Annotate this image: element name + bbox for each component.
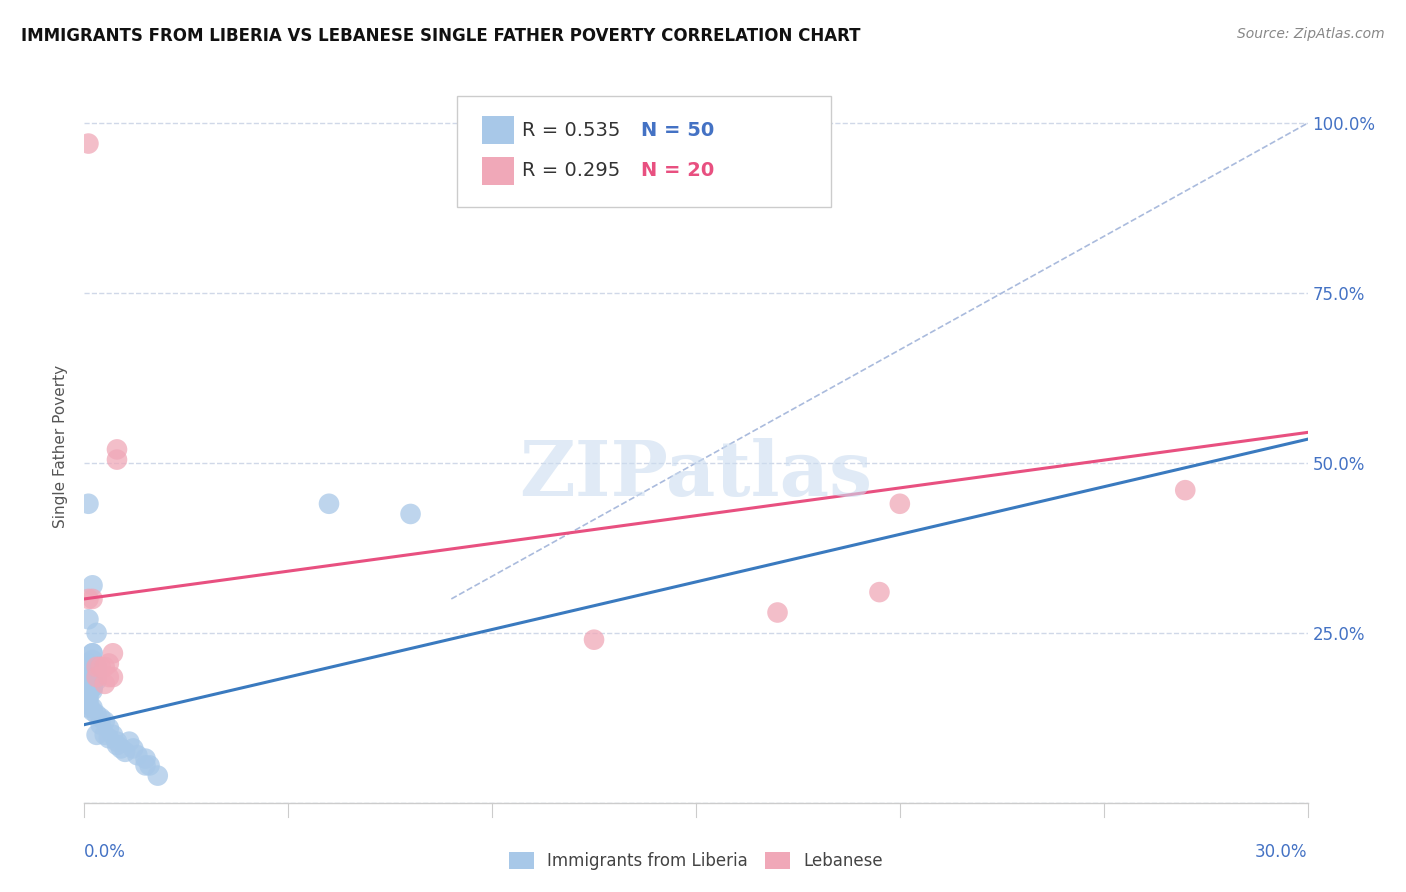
Point [105,734,128,748]
Point [105,442,128,457]
Point [93,677,117,691]
FancyBboxPatch shape [482,157,513,185]
Text: 30.0%: 30.0% [1256,843,1308,861]
Point [77,591,100,606]
Point [135,758,157,772]
Point [86,728,108,742]
Text: N = 50: N = 50 [641,120,714,140]
Point [122,741,145,756]
Text: N = 20: N = 20 [641,161,714,180]
Point [77,687,100,701]
Point [86,670,108,684]
Point [135,751,157,765]
Point [86,673,108,688]
Point [77,136,100,151]
Point [110,741,132,756]
Point [93,714,117,729]
Point [82,683,104,698]
Point [93,728,117,742]
Point [90,660,112,674]
Point [86,660,108,674]
Point [399,507,422,521]
Point [77,612,100,626]
Point [101,670,124,684]
Point [82,680,104,694]
Point [146,769,169,783]
Point [93,660,117,674]
FancyBboxPatch shape [457,96,831,207]
Point [82,666,104,681]
Point [318,497,340,511]
Point [114,745,136,759]
Point [86,666,108,681]
Point [766,606,789,620]
Legend: Immigrants from Liberia, Lebanese: Immigrants from Liberia, Lebanese [502,845,890,877]
Point [583,632,606,647]
Point [105,452,128,467]
Point [77,700,100,714]
Point [889,497,911,511]
Point [1174,483,1197,498]
Text: IMMIGRANTS FROM LIBERIA VS LEBANESE SINGLE FATHER POVERTY CORRELATION CHART: IMMIGRANTS FROM LIBERIA VS LEBANESE SING… [21,27,860,45]
Point [77,657,100,671]
Point [86,707,108,722]
Point [118,734,141,748]
Point [101,646,124,660]
Point [97,657,120,671]
Point [77,673,100,688]
Point [97,721,120,735]
Point [127,748,149,763]
Point [82,704,104,718]
Point [77,497,100,511]
Point [101,728,124,742]
Point [77,690,100,705]
Point [77,683,100,698]
Text: ZIPatlas: ZIPatlas [519,438,873,511]
Point [97,731,120,746]
FancyBboxPatch shape [482,116,513,145]
Point [77,670,100,684]
Point [77,698,100,712]
Text: Source: ZipAtlas.com: Source: ZipAtlas.com [1237,27,1385,41]
Point [97,670,120,684]
Text: 0.0%: 0.0% [84,843,127,861]
Point [138,758,160,772]
Point [90,717,112,731]
Text: R = 0.295: R = 0.295 [522,161,620,180]
Point [82,677,104,691]
Y-axis label: Single Father Poverty: Single Father Poverty [53,365,69,527]
Point [105,738,128,752]
Point [82,591,104,606]
Point [869,585,891,599]
Point [82,578,104,592]
Point [77,660,100,674]
Text: R = 0.535: R = 0.535 [522,120,620,140]
Point [77,694,100,708]
Point [86,660,108,674]
Point [481,123,503,137]
Point [82,646,104,660]
Point [82,653,104,667]
Point [82,680,104,694]
Point [77,680,100,694]
Point [86,626,108,640]
Point [82,700,104,714]
Point [90,711,112,725]
Point [82,646,104,660]
